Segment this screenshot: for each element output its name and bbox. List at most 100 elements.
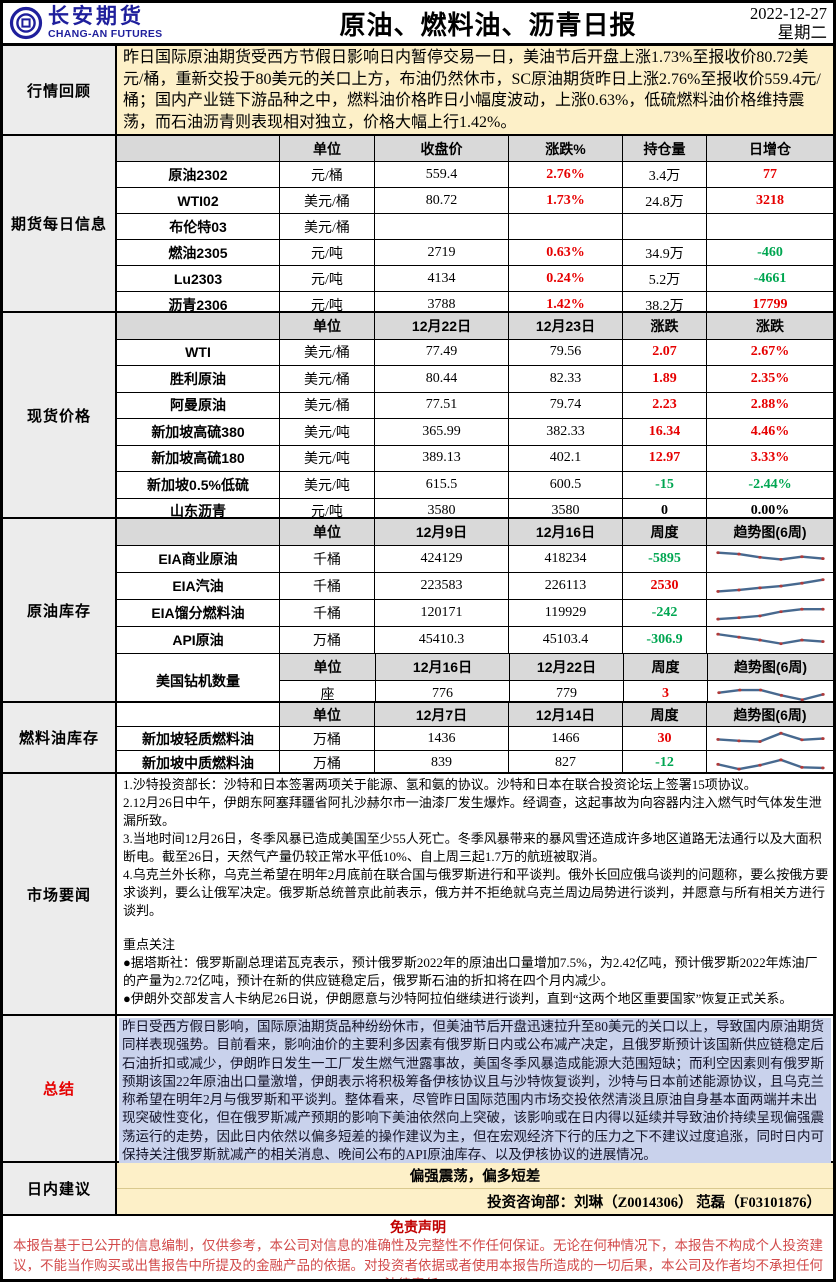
table-cell: EIA商业原油: [158, 551, 238, 567]
disclaimer-text: 本报告基于已公开的信息编制，仅供参考，本公司对信息的准确性及完整性不作任何保证。…: [13, 1238, 823, 1279]
table-cell: 美元/桶: [279, 214, 374, 239]
table-cell: -460: [706, 240, 833, 265]
trend-sparkline-cell: [706, 546, 833, 572]
side-label-summary: 总结: [3, 1016, 117, 1161]
rigs-name: 美国钻机数量: [117, 654, 280, 707]
table-cell: [117, 703, 279, 726]
table-cell: 2530: [622, 573, 706, 599]
table-row: 单位 收盘价 涨跌% 持仓量 日增仓: [117, 136, 833, 161]
table-cell: 226113: [508, 573, 622, 599]
text-item: 4.乌克兰外长称，乌克兰希望在明年2月底前在联合国与俄罗斯进行和平谈判。俄外长回…: [123, 867, 829, 918]
table-cell: 119929: [508, 600, 622, 626]
table-cell: 美元/吨: [279, 445, 374, 471]
table-cell: 839: [374, 751, 508, 774]
table-cell: WTI: [185, 344, 211, 361]
table-cell: [374, 214, 508, 239]
table-cell: 79.56: [508, 339, 622, 365]
table-cell: 燃油2305: [168, 244, 228, 261]
table-cell: 新加坡高硫180: [151, 450, 245, 467]
table-cell: -12: [622, 751, 706, 774]
table-cell: EIA馏分燃料油: [151, 605, 245, 621]
table-cell: 34.9万: [622, 240, 706, 265]
table-cell: 79.74: [508, 392, 622, 418]
text-item: ●据塔斯社：俄罗斯副总理诺瓦克表示，预计俄罗斯2022年的原油出口量增加7.5%…: [123, 955, 818, 988]
table-cell: 12月22日: [509, 654, 623, 680]
table-cell: -4661: [706, 266, 833, 291]
table-cell: 12月23日: [508, 313, 622, 339]
table-cell: -306.9: [622, 627, 706, 653]
trend-sparkline-cell: [706, 573, 833, 599]
table-cell: 365.99: [374, 419, 508, 445]
table-row: WTI02 美元/桶 80.72 1.73% 24.8万 3218: [117, 187, 833, 213]
report-weekday: 星期二: [777, 23, 828, 42]
table-cell: 原油2302: [168, 166, 228, 183]
table-cell: 0: [622, 498, 706, 524]
table-row: 原油2302 元/桶 559.4 2.76% 3.4万 77: [117, 161, 833, 187]
table-cell: 600.5: [508, 472, 622, 498]
news-gap: [123, 920, 829, 936]
table-cell: 4.46%: [706, 419, 833, 445]
table-cell: 元/吨: [279, 498, 374, 524]
brand-name: 长安期货: [48, 5, 144, 29]
table-cell: 3580: [374, 498, 508, 524]
table-cell: 布伦特03: [169, 218, 227, 235]
table-cell: EIA汽油: [172, 578, 224, 594]
table-cell: 17799: [706, 292, 833, 317]
section-fuel-inventory: 燃料油库存 单位 12月7日 12月14日 周度 趋势图(6周) 新加坡轻质燃料油 万桶 14…: [3, 703, 833, 774]
table-cell: 元/桶: [279, 162, 374, 187]
trend-sparkline: [715, 578, 825, 593]
table-cell: -2.44%: [706, 472, 833, 498]
section-futures: 期货每日信息 单位 收盘价 涨跌% 持仓量 日增仓 原油2302 元/桶 559.4 2.76%…: [3, 136, 833, 317]
table-cell: -242: [622, 600, 706, 626]
table-cell: 2719: [374, 240, 508, 265]
review-text: 昨日国际原油期货受西方节假日影响日内暂停交易一日，美油节后开盘上涨1.73%至报…: [117, 46, 833, 134]
table-cell: 日增仓: [706, 136, 833, 161]
table-cell: 12月16日: [375, 654, 509, 680]
section-advice: 日内建议 偏强震荡，偏多短差 投资咨询部：刘琳（Z0014306） 范磊（F03…: [3, 1163, 833, 1216]
table-cell: 2.67%: [706, 339, 833, 365]
table-cell: 美元/桶: [279, 339, 374, 365]
table-cell: 1466: [508, 727, 622, 750]
table-cell: [117, 313, 279, 339]
table-cell: 16.34: [622, 419, 706, 445]
table-row: 座 776 779 3: [280, 680, 833, 707]
spot-table: 单位 12月22日 12月23日 涨跌 涨跌 WTI 美元/桶 77.49 79.56 2.07 2…: [117, 313, 833, 524]
text-item: 3.当地时间12月26日，冬季风暴已造成美国至少55人死亡。冬季风暴带来的暴风雪…: [123, 831, 822, 864]
table-cell: 120171: [374, 600, 508, 626]
section-crude-inventory: 原油库存 单位 12月9日 12月16日 周度 趋势图(6周) EIA商业原油 千桶 4241…: [3, 519, 833, 707]
table-cell: 12月14日: [508, 703, 622, 726]
table-cell: 5.2万: [622, 266, 706, 291]
report-date: 2022-12-27: [750, 4, 827, 23]
table-cell: 1.89: [622, 366, 706, 392]
crude-inventory-table: 单位 12月9日 12月16日 周度 趋势图(6周) EIA商业原油 千桶 424129 418…: [117, 519, 833, 653]
text-item: 2.12月26日中午，伊朗东阿塞拜疆省阿扎沙赫尔市一油漆厂发生爆炸。经调查，这起…: [123, 795, 822, 828]
brand-text: 长安期货 CHANG-AN FUTURES: [48, 6, 162, 40]
trend-sparkline: [716, 688, 825, 702]
table-cell: 3.4万: [622, 162, 706, 187]
table-cell: 779: [509, 681, 623, 707]
table-row: 单位 12月22日 12月23日 涨跌 涨跌: [117, 313, 833, 339]
table-cell: 趋势图(6周): [706, 519, 833, 545]
table-cell: 12月16日: [508, 519, 622, 545]
fuel-inventory-table: 单位 12月7日 12月14日 周度 趋势图(6周) 新加坡轻质燃料油 万桶 1436 1466…: [117, 703, 833, 774]
brand-name-en: CHANG-AN FUTURES: [48, 28, 163, 41]
trend-sparkline-cell: [706, 751, 833, 774]
table-row: 山东沥青 元/吨 3580 3580 0 0.00%: [117, 497, 833, 524]
table-cell: 402.1: [508, 445, 622, 471]
table-cell: [117, 519, 279, 545]
table-cell: 382.33: [508, 419, 622, 445]
table-row: 单位 12月7日 12月14日 周度 趋势图(6周): [117, 703, 833, 726]
table-cell: 418234: [508, 546, 622, 572]
trend-sparkline: [715, 757, 825, 771]
table-cell: 胜利原油: [170, 370, 226, 387]
summary-text: 昨日受西方假日影响，国际原油期货品种纷纷休市，但美油节后开盘迅速拉升至80美元的…: [119, 1018, 831, 1165]
table-cell: 3218: [706, 188, 833, 213]
table-cell: 元/吨: [279, 266, 374, 291]
trend-sparkline: [715, 632, 825, 646]
table-row: 新加坡轻质燃料油 万桶 1436 1466 30: [117, 726, 833, 750]
table-row: Lu2303 元/吨 4134 0.24% 5.2万 -4661: [117, 265, 833, 291]
section-spot: 现货价格 单位 12月22日 12月23日 涨跌 涨跌 WTI 美元/桶 77.49 79.56…: [3, 313, 833, 524]
table-cell: 3580: [508, 498, 622, 524]
table-cell: -15: [622, 472, 706, 498]
table-cell: 元/吨: [279, 292, 374, 317]
